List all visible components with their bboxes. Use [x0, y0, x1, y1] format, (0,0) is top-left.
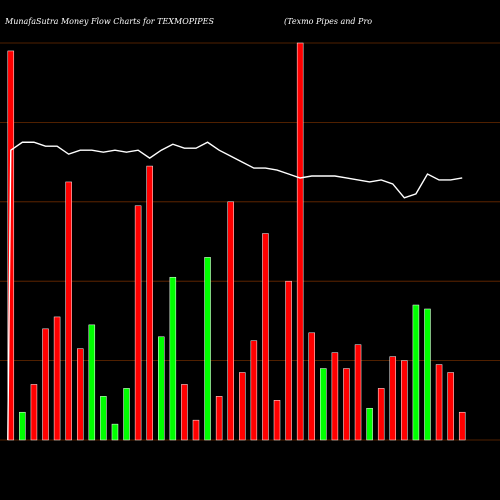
money-flow-bar: [227, 201, 234, 441]
money-flow-bar: [331, 352, 339, 441]
money-flow-bar: [377, 388, 385, 441]
money-flow-bar: [76, 348, 84, 441]
money-flow-bar: [215, 396, 223, 441]
money-flow-bar: [389, 356, 397, 441]
money-flow-bar: [285, 280, 292, 441]
money-flow-bar: [250, 340, 258, 441]
money-flow-bar: [65, 181, 72, 441]
money-flow-bar: [192, 419, 200, 441]
money-flow-bar: [239, 372, 246, 441]
money-flow-bar: [366, 407, 373, 441]
money-flow-bar: [435, 364, 443, 441]
money-flow-bar: [111, 423, 119, 441]
chart-subtitle: (Texmo Pipes and Pro: [284, 17, 372, 26]
bars: [7, 42, 466, 441]
money-flow-bar: [7, 50, 15, 441]
money-flow-bar: [42, 328, 49, 441]
money-flow-bar: [181, 384, 188, 441]
money-flow-bar: [88, 324, 96, 441]
money-flow-bar: [53, 316, 61, 441]
chart-title: MunafaSutra Money Flow Charts for TEXMOP…: [4, 17, 215, 26]
money-flow-bar: [158, 336, 165, 441]
money-flow-bar: [354, 344, 362, 441]
flow-line: [7, 141, 463, 441]
money-flow-bar: [343, 368, 350, 441]
money-flow-bar: [100, 396, 107, 441]
money-flow-bar: [458, 411, 466, 441]
money-flow-bar: [146, 165, 153, 441]
money-flow-bar: [447, 372, 454, 441]
money-flow-bar: [273, 400, 281, 441]
money-flow-bar: [424, 308, 431, 441]
money-flow-bar: [320, 368, 327, 441]
money-flow-bar: [296, 42, 304, 441]
money-flow-bar: [204, 257, 211, 441]
money-flow-bar: [30, 384, 38, 441]
money-flow-bar: [412, 304, 420, 441]
money-flow-bar: [169, 276, 177, 441]
money-flow-bar: [262, 233, 269, 441]
money-flow-bar: [19, 411, 26, 441]
money-flow-bar: [123, 388, 130, 441]
money-flow-bar: [401, 360, 408, 441]
money-flow-bar: [134, 205, 142, 441]
money-flow-bar: [308, 332, 315, 441]
